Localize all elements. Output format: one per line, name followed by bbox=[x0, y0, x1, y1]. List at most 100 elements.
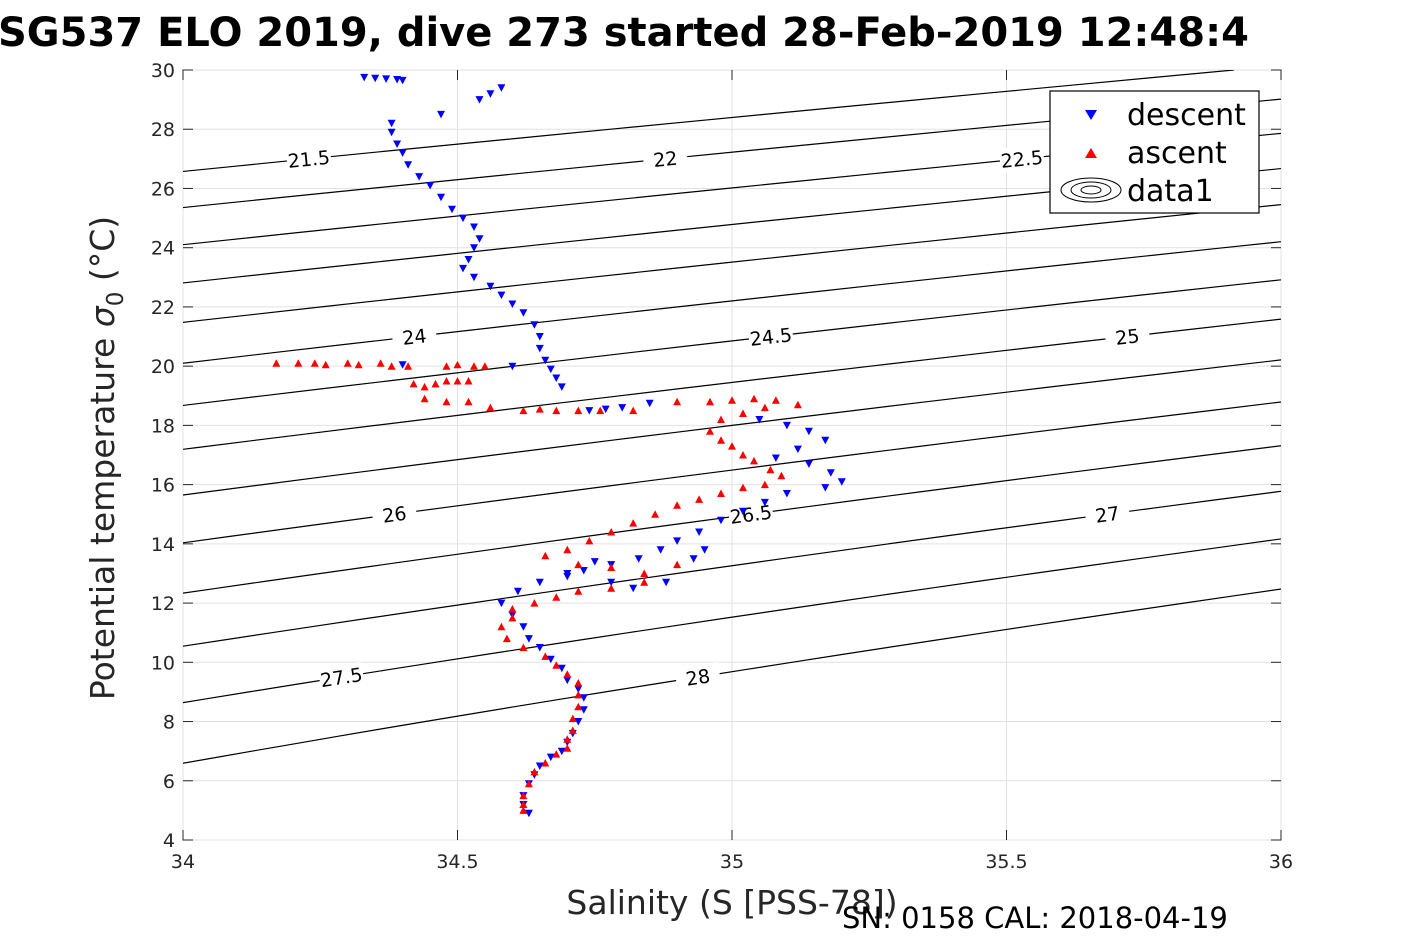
ascent-point bbox=[486, 403, 495, 412]
descent-point bbox=[717, 516, 725, 525]
descent-point bbox=[821, 436, 830, 445]
ascent-point bbox=[750, 456, 758, 465]
ascent-point bbox=[717, 436, 725, 444]
descent-point bbox=[475, 96, 484, 104]
ascent-point bbox=[519, 800, 528, 808]
contour-label-bg bbox=[642, 144, 689, 173]
descent-point bbox=[508, 362, 517, 371]
density-contour-line bbox=[183, 318, 1281, 450]
y-tick-label: 18 bbox=[151, 415, 175, 437]
descent-point bbox=[437, 110, 445, 119]
ascent-point bbox=[574, 690, 583, 699]
y-tick-label: 6 bbox=[163, 771, 175, 793]
descent-point bbox=[574, 685, 583, 693]
ascent-point bbox=[442, 397, 451, 406]
y-tick-label: 22 bbox=[151, 297, 175, 319]
descent-point bbox=[629, 584, 638, 593]
descent-point bbox=[470, 244, 478, 252]
ascent-point bbox=[640, 569, 649, 577]
descent-point bbox=[760, 498, 769, 507]
descent-point bbox=[519, 623, 528, 631]
descent-point bbox=[371, 74, 380, 83]
ascent-point bbox=[771, 396, 780, 404]
ascent-point bbox=[777, 471, 786, 480]
ascent-point bbox=[541, 551, 550, 560]
descent-point bbox=[387, 119, 396, 128]
ascent-point bbox=[766, 465, 775, 474]
contour-label-bg bbox=[371, 499, 418, 529]
y-tick-label: 16 bbox=[151, 475, 175, 497]
y-tick-label: 14 bbox=[151, 534, 175, 556]
contour-label-bg bbox=[727, 499, 775, 530]
ascent-point bbox=[519, 806, 528, 814]
ascent-point bbox=[420, 382, 429, 391]
ascent-point bbox=[563, 670, 572, 678]
descent-point bbox=[607, 578, 616, 587]
ascent-point bbox=[541, 652, 550, 660]
ascent-point bbox=[497, 622, 506, 631]
y-tick-label: 28 bbox=[151, 119, 175, 141]
ascent-point bbox=[629, 519, 638, 527]
descent-point bbox=[415, 173, 424, 181]
ascent-point bbox=[607, 528, 616, 536]
y-tick-label: 4 bbox=[163, 830, 175, 852]
ascent-point bbox=[294, 359, 303, 367]
ascent-point bbox=[717, 415, 725, 423]
legend-ascent-marker bbox=[1085, 148, 1097, 158]
x-axis-label: Salinity (S [PSS-78]) bbox=[566, 883, 897, 922]
contour-label-bg bbox=[317, 661, 365, 693]
x-tick-label: 36 bbox=[1269, 851, 1293, 873]
ascent-point bbox=[574, 679, 583, 687]
legend-contour-icon bbox=[1060, 177, 1122, 203]
descent-point bbox=[519, 309, 528, 317]
descent-point bbox=[360, 73, 369, 82]
contour-label: 22.5 bbox=[1000, 147, 1044, 173]
descent-point bbox=[448, 205, 456, 214]
ascent-point bbox=[673, 501, 682, 509]
contour-label-bg bbox=[1084, 499, 1131, 530]
ascent-point bbox=[585, 536, 594, 545]
ascent-point bbox=[651, 510, 660, 518]
legend-data1-label: data1 bbox=[1127, 174, 1214, 209]
contour-label-bg bbox=[391, 322, 438, 351]
y-tick-label: 30 bbox=[151, 60, 175, 82]
contour-label-bg bbox=[674, 661, 722, 693]
ascent-point bbox=[563, 735, 572, 743]
density-contour-line bbox=[183, 359, 1281, 496]
descent-point bbox=[673, 537, 682, 545]
descent-point bbox=[497, 84, 506, 92]
ascent-point bbox=[706, 397, 714, 406]
descent-point bbox=[557, 747, 566, 756]
ascent-point bbox=[552, 661, 561, 669]
ascent-point bbox=[607, 563, 616, 571]
descent-point bbox=[601, 405, 610, 414]
descent-point bbox=[426, 182, 435, 190]
data-series bbox=[272, 73, 846, 818]
descent-point bbox=[497, 599, 506, 608]
y-tick-label: 8 bbox=[163, 712, 175, 734]
ascent-point bbox=[563, 744, 572, 752]
descent-point bbox=[574, 718, 583, 726]
ascent-point bbox=[568, 714, 577, 723]
footer-serial-calibration: SN: 0158 CAL: 2018-04-19 bbox=[842, 901, 1228, 935]
ascent-point bbox=[453, 360, 462, 369]
descent-point bbox=[535, 578, 544, 587]
ascent-point bbox=[728, 442, 736, 450]
descent-point bbox=[387, 128, 396, 137]
ascent-point bbox=[552, 750, 561, 758]
descent-point bbox=[486, 282, 495, 291]
descent-point bbox=[470, 223, 478, 231]
y-tick-label: 26 bbox=[151, 178, 175, 200]
ascent-point bbox=[404, 362, 413, 370]
descent-point bbox=[404, 161, 413, 169]
ascent-point bbox=[563, 545, 572, 554]
ascent-point bbox=[728, 396, 736, 404]
y-tick-label: 24 bbox=[151, 238, 175, 260]
descent-point bbox=[546, 655, 555, 664]
ascent-point bbox=[321, 360, 330, 369]
ascent-point bbox=[750, 394, 758, 403]
contour-label: 24.5 bbox=[749, 324, 794, 351]
ascent-point bbox=[739, 409, 747, 417]
